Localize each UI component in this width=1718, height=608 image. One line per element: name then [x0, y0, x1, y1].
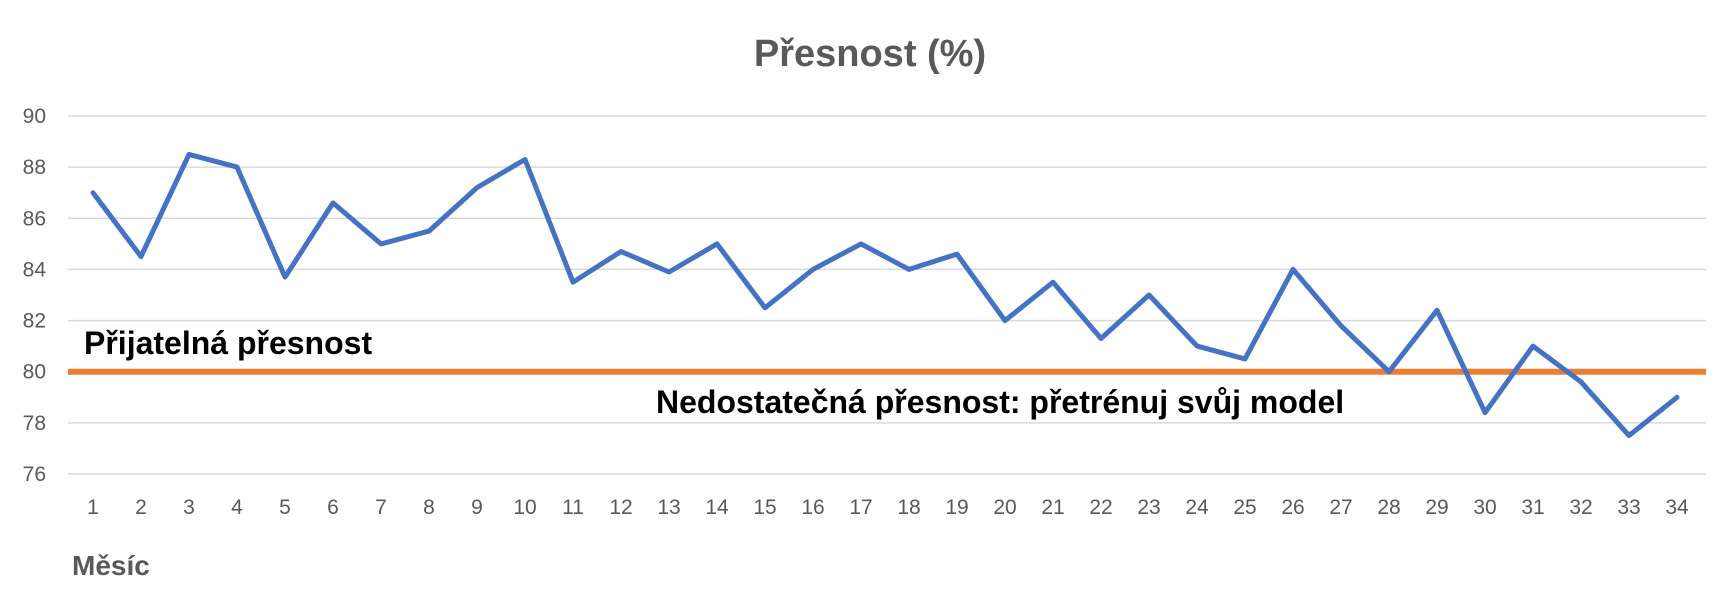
x-tick-label: 28: [1377, 496, 1400, 519]
x-tick-label: 34: [1665, 496, 1689, 519]
x-tick-label: 3: [183, 496, 195, 519]
x-tick-label: 18: [897, 496, 920, 519]
x-tick-label: 2: [135, 496, 147, 519]
y-axis-ticks: 76 78 80 82 84 86 88 90: [23, 105, 47, 486]
x-tick-label: 26: [1281, 496, 1304, 519]
x-tick-label: 16: [801, 496, 824, 519]
x-tick-label: 5: [279, 496, 291, 519]
x-tick-label: 30: [1473, 496, 1496, 519]
x-axis-ticks: 1 2 3 4 5 6 7 8 9 10 11 12 13 14 15 16 17 18 19 20 21 22 23 24 2…: [87, 496, 1689, 519]
y-tick-label: 76: [23, 463, 46, 486]
x-tick-label: 27: [1329, 496, 1352, 519]
x-tick-label: 7: [375, 496, 387, 519]
chart-title: Přesnost (%): [754, 33, 986, 75]
x-tick-label: 11: [562, 496, 584, 519]
y-tick-label: 88: [23, 156, 46, 179]
y-tick-label: 84: [23, 258, 47, 281]
x-tick-label: 33: [1617, 496, 1640, 519]
x-tick-label: 14: [705, 496, 729, 519]
y-tick-label: 86: [23, 207, 46, 230]
x-axis-label: Měsíc: [72, 550, 150, 581]
grid-lines: [68, 115, 1706, 475]
x-tick-label: 17: [849, 496, 872, 519]
series-line: [90, 151, 1680, 439]
x-tick-label: 32: [1569, 496, 1592, 519]
x-tick-label: 22: [1089, 496, 1112, 519]
x-tick-label: 4: [231, 496, 243, 519]
acceptable-accuracy-label: Přijatelná přesnost: [84, 325, 372, 361]
x-tick-label: 15: [753, 496, 776, 519]
y-tick-label: 78: [23, 412, 46, 435]
x-tick-label: 20: [993, 496, 1016, 519]
x-tick-label: 6: [327, 496, 339, 519]
x-tick-label: 31: [1521, 496, 1544, 519]
x-tick-label: 24: [1185, 496, 1209, 519]
y-tick-label: 82: [23, 310, 46, 333]
x-tick-label: 8: [423, 496, 435, 519]
y-tick-label: 90: [23, 105, 46, 128]
y-tick-label: 80: [23, 361, 46, 384]
x-tick-label: 25: [1233, 496, 1256, 519]
x-tick-label: 29: [1425, 496, 1448, 519]
x-tick-label: 1: [87, 496, 99, 519]
insufficient-accuracy-label: Nedostatečná přesnost: přetrénuj svůj mo…: [656, 384, 1344, 420]
x-tick-label: 23: [1137, 496, 1160, 519]
x-tick-label: 12: [609, 496, 632, 519]
x-tick-label: 10: [513, 496, 536, 519]
x-tick-label: 9: [471, 496, 483, 519]
x-tick-label: 19: [945, 496, 968, 519]
x-tick-label: 13: [657, 496, 680, 519]
x-tick-label: 21: [1041, 496, 1064, 519]
